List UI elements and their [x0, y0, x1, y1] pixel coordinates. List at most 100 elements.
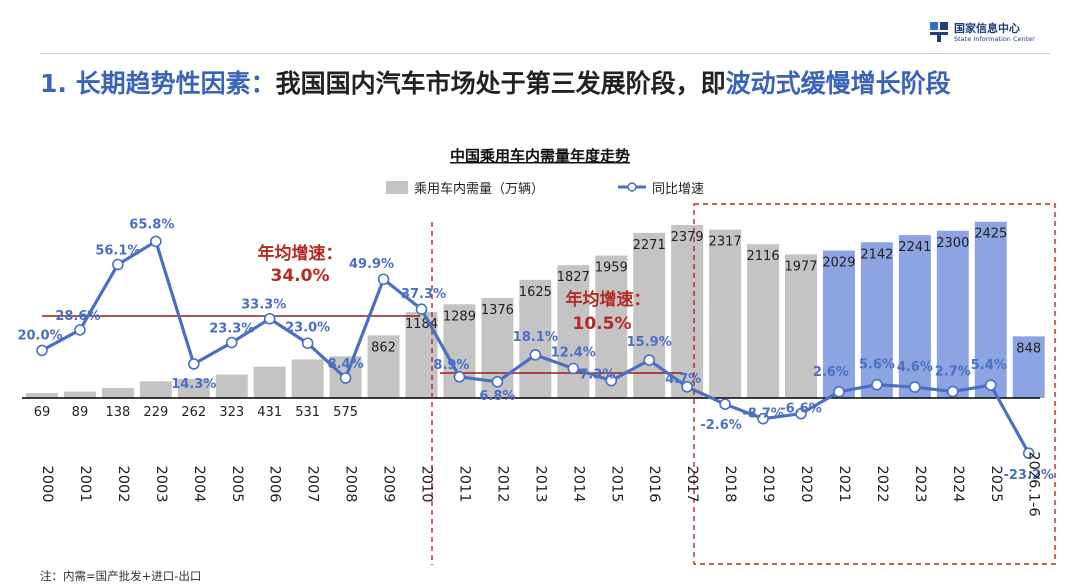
growth-label-2009: 49.9% [349, 257, 394, 272]
avg-growth-value-1: 34.0% [271, 266, 330, 286]
x-tick-2025: 2025 [988, 466, 1004, 503]
x-tick-2001: 2001 [77, 466, 93, 503]
growth-point-2019 [757, 412, 769, 425]
bar-value-label-2000: 69 [34, 405, 51, 420]
bar-2019 [747, 244, 780, 398]
bar-value-label-2021: 2029 [822, 255, 855, 270]
bar-value-label-2003: 229 [143, 405, 168, 420]
growth-label-2025: 5.4% [971, 358, 1007, 373]
bar-value-label-2018: 2317 [709, 235, 742, 250]
legend-bar-swatch [386, 181, 408, 194]
growth-point-2015 [605, 374, 618, 387]
growth-label-2001: 28.6% [55, 309, 100, 324]
growth-label-2013: 18.1% [513, 330, 558, 345]
x-tick-2022: 2022 [874, 466, 890, 503]
title-part-2: 我国国内汽车市场处于第三发展阶段，即 [275, 69, 726, 98]
logo: 国家信息中心 State Information Center [930, 20, 1070, 46]
bar-2020 [785, 254, 817, 398]
highlight-box-2018-2026 [693, 203, 1056, 565]
bar-value-label-2025: 2425 [974, 227, 1007, 242]
growth-point-2011 [453, 371, 466, 383]
x-tick-2012: 2012 [494, 466, 510, 503]
growth-label-2004: 14.3% [171, 377, 216, 392]
bar-value-label-2009: 862 [371, 340, 396, 355]
legend-bar-label: 乘用车内需量（万辆） [414, 181, 544, 197]
bar-2006 [253, 366, 286, 398]
legend-line-marker [627, 182, 637, 192]
x-tick-2000: 2000 [39, 466, 55, 503]
x-tick-2003: 2003 [153, 466, 169, 503]
bar-2007 [291, 359, 324, 398]
bar-value-label-2017: 2379 [671, 230, 704, 245]
bar-value-label-2002: 138 [105, 405, 130, 420]
legend-line-label: 同比增速 [652, 182, 704, 197]
x-tick-2017: 2017 [684, 466, 700, 503]
growth-point-2020 [795, 407, 807, 420]
bar-value-label-2019: 2116 [747, 249, 780, 264]
x-tick-2010: 2010 [419, 466, 435, 503]
bar-2017 [671, 225, 704, 398]
growth-label-2020: -6.6% [780, 402, 821, 417]
bar-2018 [709, 229, 742, 398]
bar-2021 [822, 250, 855, 398]
growth-label-2017: 4.7% [665, 372, 701, 387]
bar-value-label-2022: 2142 [860, 247, 893, 262]
x-tick-2024: 2024 [950, 466, 966, 503]
growth-point-2025 [984, 379, 997, 391]
x-tick-2011: 2011 [456, 466, 472, 503]
bar-2023 [898, 235, 931, 398]
growth-point-2012 [491, 376, 504, 388]
header-divider [40, 53, 1050, 54]
bar-value-label-2010: 1184 [405, 317, 438, 332]
x-tick-2006: 2006 [267, 466, 283, 503]
x-tick-2013: 2013 [532, 466, 548, 503]
bar-value-label-2011: 1289 [443, 309, 476, 324]
growth-point-2026.1-6 [1022, 447, 1035, 460]
bar-value-label-2001: 89 [72, 405, 89, 420]
growth-point-2005 [225, 336, 238, 349]
bar-value-label-2004: 262 [181, 405, 206, 420]
x-tick-2019: 2019 [760, 466, 776, 503]
bar-value-label-2020: 1977 [784, 259, 817, 274]
bar-2024 [936, 230, 969, 398]
bar-2000 [26, 392, 58, 398]
bar-2001 [63, 391, 96, 398]
x-tick-2015: 2015 [608, 466, 624, 503]
growth-point-2021 [833, 386, 845, 398]
avg-growth-value-2: 10.5% [573, 314, 632, 334]
growth-label-2024: 2.7% [935, 365, 971, 380]
growth-point-2017 [681, 381, 693, 393]
title-part-1: 1. 长期趋势性因素： [40, 69, 276, 98]
growth-label-2022: 5.6% [859, 358, 895, 373]
growth-label-2011: 8.9% [433, 358, 469, 373]
growth-label-2015: 7.3% [579, 368, 615, 383]
x-tick-2018: 2018 [722, 466, 738, 503]
page-title: 1. 长期趋势性因素：我国国内汽车市场处于第三发展阶段，即波动式缓慢增长阶段 [40, 64, 951, 100]
growth-label-2005: 23.3% [209, 322, 254, 337]
growth-point-2007 [301, 337, 314, 350]
x-tick-2004: 2004 [191, 466, 207, 503]
growth-point-2016 [643, 354, 656, 366]
x-tick-2007: 2007 [305, 466, 321, 503]
growth-label-2000: 20.0% [17, 328, 62, 343]
bar-2025 [974, 221, 1007, 398]
growth-label-2026.1-6: -23.2% [1003, 468, 1054, 483]
growth-label-2002: 56.1% [95, 243, 140, 258]
growth-label-2018: -2.6% [700, 418, 741, 433]
growth-point-2010 [415, 303, 428, 316]
logo-en-text: State Information Center [954, 35, 1035, 43]
bar-value-label-2008: 575 [333, 405, 358, 420]
footnote: 注：内需=国产批发+进口-出口 [40, 569, 202, 583]
growth-point-2024 [946, 385, 959, 398]
bar-value-label-2007: 531 [295, 405, 320, 420]
bar-2026.1-6 [1012, 336, 1045, 398]
bar-value-label-2015: 1959 [595, 261, 628, 276]
growth-point-2022 [871, 378, 883, 391]
x-tick-2014: 2014 [570, 466, 586, 503]
title-part-3: 波动式缓慢增长阶段 [725, 69, 951, 98]
bar-2022 [860, 242, 893, 398]
bar-2002 [101, 387, 134, 398]
growth-point-2001 [74, 324, 86, 336]
bar-value-label-2024: 2300 [936, 236, 969, 251]
x-tick-2008: 2008 [343, 466, 359, 503]
